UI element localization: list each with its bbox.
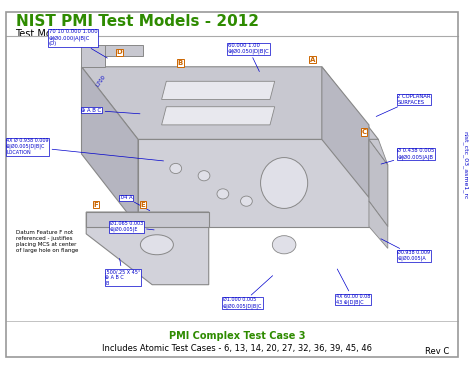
Text: E: E	[140, 202, 145, 208]
Polygon shape	[162, 107, 275, 125]
Text: 2 COPLANAR
SURFACES: 2 COPLANAR SURFACES	[376, 94, 431, 116]
Polygon shape	[82, 45, 105, 67]
Ellipse shape	[273, 236, 296, 254]
Text: .500/.25 X 45°
⊕ A B C
B: .500/.25 X 45° ⊕ A B C B	[105, 258, 140, 286]
Text: B: B	[178, 60, 183, 66]
Ellipse shape	[198, 171, 210, 181]
Text: Ø1.000 0.005
⊕|Ø0.005|D|B|C: Ø1.000 0.005 ⊕|Ø0.005|D|B|C	[223, 276, 273, 309]
Text: A: A	[310, 56, 315, 63]
Text: .04 A: .04 A	[119, 195, 150, 211]
Polygon shape	[138, 139, 378, 227]
Text: Ø 0.438 0.005
⊕|Ø0.005|A|B: Ø 0.438 0.005 ⊕|Ø0.005|A|B	[381, 148, 435, 164]
Polygon shape	[82, 67, 138, 227]
Polygon shape	[82, 67, 378, 139]
Ellipse shape	[240, 196, 252, 206]
Text: 4X Ø 0.938 0.009
⊕|Ø0.005|D|B|C
LOCATION: 4X Ø 0.938 0.009 ⊕|Ø0.005|D|B|C LOCATION	[6, 138, 164, 161]
Text: F: F	[93, 202, 98, 208]
Text: Test Model 3: Test Model 3	[16, 29, 76, 39]
Text: Datum Feature F not
referenced - justifies
placing MCS at center
of large hole o: Datum Feature F not referenced - justifi…	[16, 230, 78, 253]
Polygon shape	[86, 212, 209, 285]
Polygon shape	[162, 81, 275, 100]
Text: ⊕ A B C: ⊕ A B C	[82, 108, 140, 114]
Ellipse shape	[170, 163, 182, 173]
Text: 60.000 1.00
⊕|Ø0.050|D|B|C: 60.000 1.00 ⊕|Ø0.050|D|B|C	[228, 43, 269, 71]
Text: C: C	[362, 129, 367, 135]
Text: L700: L700	[96, 75, 107, 88]
Text: NIST PMI Test Models - 2012: NIST PMI Test Models - 2012	[16, 14, 258, 29]
Text: nist_ctc_03_asme1_rc: nist_ctc_03_asme1_rc	[463, 131, 468, 199]
Polygon shape	[369, 139, 388, 227]
Text: Ø1.065 0.003
⊕|Ø0.005|E: Ø1.065 0.003 ⊕|Ø0.005|E	[110, 221, 154, 232]
Text: D: D	[116, 49, 122, 55]
Ellipse shape	[261, 158, 308, 208]
Polygon shape	[369, 201, 388, 249]
Text: 4X 60.00 0.08
43 ⊕|D|B|C: 4X 60.00 0.08 43 ⊕|D|B|C	[336, 269, 370, 305]
Polygon shape	[322, 67, 369, 198]
Polygon shape	[105, 45, 143, 56]
Text: Includes Atomic Test Cases - 6, 13, 14, 20, 27, 32, 36, 39, 45, 46: Includes Atomic Test Cases - 6, 13, 14, …	[102, 344, 372, 353]
Polygon shape	[369, 139, 388, 165]
Text: Ø0.938 0.009
⊕|Ø0.005|A: Ø0.938 0.009 ⊕|Ø0.005|A	[381, 239, 430, 261]
Text: PMI Complex Test Case 3: PMI Complex Test Case 3	[169, 330, 305, 340]
Polygon shape	[86, 212, 209, 227]
Ellipse shape	[140, 235, 173, 255]
Ellipse shape	[217, 189, 229, 199]
Text: 70 10 0.000 1.000
⊕|Ø0.000|A|B|C
(D): 70 10 0.000 1.000 ⊕|Ø0.000|A|B|C (D)	[48, 29, 108, 58]
Text: Rev C: Rev C	[425, 347, 449, 356]
